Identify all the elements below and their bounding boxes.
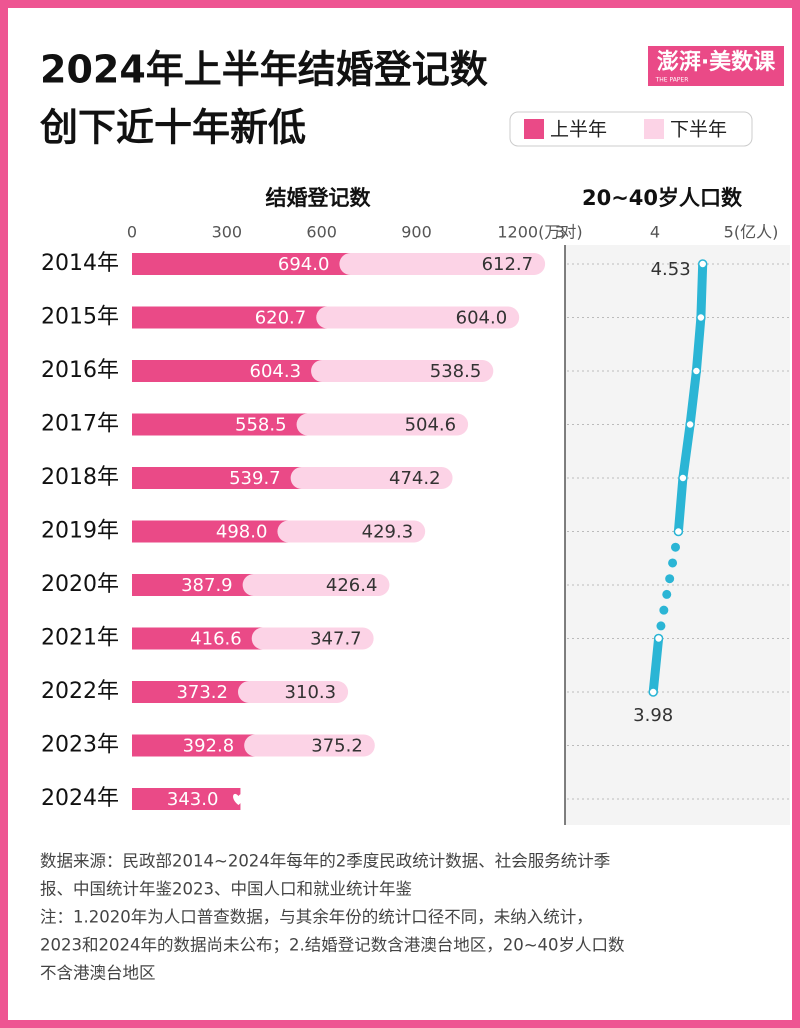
title: 2024年上半年结婚登记数 <box>40 48 488 92</box>
bar-segment <box>311 360 494 382</box>
title: 创下近十年新低 <box>40 106 306 150</box>
legend-label: 上半年 <box>550 119 607 141</box>
value-label: 620.7 <box>255 308 307 329</box>
bar-segment <box>242 574 390 596</box>
y-tick-label: 2020年 <box>41 572 119 597</box>
value-label: 558.5 <box>235 415 287 436</box>
bar-segment <box>132 253 352 275</box>
point <box>697 259 708 269</box>
x-tick-label: 5(亿人) <box>724 223 779 242</box>
y-tick-label: 2016年 <box>41 358 119 383</box>
point <box>653 633 664 644</box>
value-label: 392.8 <box>183 736 235 757</box>
x-tick-label: 3 <box>555 223 565 242</box>
x-tick-label: 1200(万对) <box>497 223 582 242</box>
bar-segment <box>132 574 255 596</box>
logo: 澎湃·美数课 <box>657 49 776 75</box>
value-label: 373.2 <box>176 682 228 703</box>
value-label: 375.2 <box>311 736 363 757</box>
y-tick-label: 2015年 <box>41 305 119 330</box>
chart-title: 20~40岁人口数 <box>582 186 743 210</box>
notes: 数据来源：民政部2014~2024年每年的2季度民政统计数据、社会服务统计季报、… <box>40 852 625 983</box>
point <box>678 473 688 483</box>
bar-segment <box>132 681 250 703</box>
bar-segment <box>277 520 426 543</box>
value-label: 504.6 <box>405 415 457 436</box>
bar-segment <box>290 467 453 489</box>
point <box>696 312 706 323</box>
x-tick-label: 4 <box>650 223 660 242</box>
legend-swatch <box>524 119 544 139</box>
value-label: 612.7 <box>482 254 534 275</box>
value-label: 694.0 <box>278 254 330 275</box>
value-label: 498.0 <box>216 522 268 543</box>
x-tick-label: 600 <box>306 223 337 242</box>
point <box>648 687 658 697</box>
legend-swatch <box>644 119 664 139</box>
y-tick-label: 2018年 <box>41 465 119 490</box>
bar-segment <box>296 413 469 436</box>
legend-box <box>509 111 753 147</box>
bar-segment <box>132 306 329 329</box>
bar-segment <box>132 413 309 436</box>
value-label: 539.7 <box>229 468 281 489</box>
value-label: 4.53 <box>651 259 691 280</box>
bar-segment <box>237 681 349 703</box>
bar-segment <box>244 734 375 757</box>
logo-bg <box>648 46 784 86</box>
value-label: 429.3 <box>362 522 414 543</box>
heart-icon <box>233 793 244 805</box>
note: 不含港澳台地区 <box>40 964 156 983</box>
chart-title: 结婚登记数 <box>266 186 372 210</box>
value-label: 474.2 <box>389 468 441 489</box>
point <box>685 419 695 430</box>
logo-sub: THE PAPER <box>655 77 689 84</box>
bar-segment <box>251 627 374 650</box>
bar-segment <box>132 360 324 382</box>
legend: 上半年 下半年 <box>524 119 727 141</box>
bar-segment <box>316 306 520 329</box>
y-tick-label: 2023年 <box>41 733 119 758</box>
value-label: 310.3 <box>285 682 337 703</box>
value-label: 538.5 <box>430 361 482 382</box>
value-label: 604.3 <box>250 361 302 382</box>
bar-segment <box>132 627 264 650</box>
bar-segment <box>132 520 290 543</box>
point <box>691 366 702 376</box>
bar-segment <box>132 788 241 810</box>
y-tick-label: 2014年 <box>41 251 119 276</box>
value-label: 604.0 <box>456 308 508 329</box>
note: 数据来源：民政部2014~2024年每年的2季度民政统计数据、社会服务统计季 <box>40 852 610 871</box>
y-tick-label: 2017年 <box>41 412 119 437</box>
y-tick-label: 2022年 <box>41 679 119 704</box>
y-tick-label: 2019年 <box>41 519 119 544</box>
note: 注：1.2020年为人口普查数据，与其余年份的统计口径不同，未纳入统计， <box>40 908 593 927</box>
bar-segment <box>132 734 257 757</box>
note: 2023和2024年的数据尚未公布；2.结婚登记数含港澳台地区，20~40岁人口… <box>40 936 625 955</box>
bar-segment <box>132 467 303 489</box>
x-tick-label: 900 <box>401 223 432 242</box>
bar-segment <box>339 253 546 275</box>
value-label: 347.7 <box>310 629 362 650</box>
point <box>673 526 684 537</box>
y-tick-label: 2024年 <box>41 786 119 811</box>
x-tick-label: 300 <box>212 223 243 242</box>
line <box>648 259 708 697</box>
value-label: 3.98 <box>633 705 673 726</box>
note: 报、中国统计年鉴2023、中国人口和就业统计年鉴 <box>40 880 412 899</box>
legend-label: 下半年 <box>670 119 727 141</box>
value-label: 343.0 <box>167 789 219 810</box>
y-tick-label: 2021年 <box>41 626 119 651</box>
value-label: 387.9 <box>181 575 233 596</box>
x-tick-label: 0 <box>127 223 137 242</box>
gap-connector <box>654 527 683 643</box>
value-label: 426.4 <box>326 575 378 596</box>
value-label: 416.6 <box>190 629 242 650</box>
